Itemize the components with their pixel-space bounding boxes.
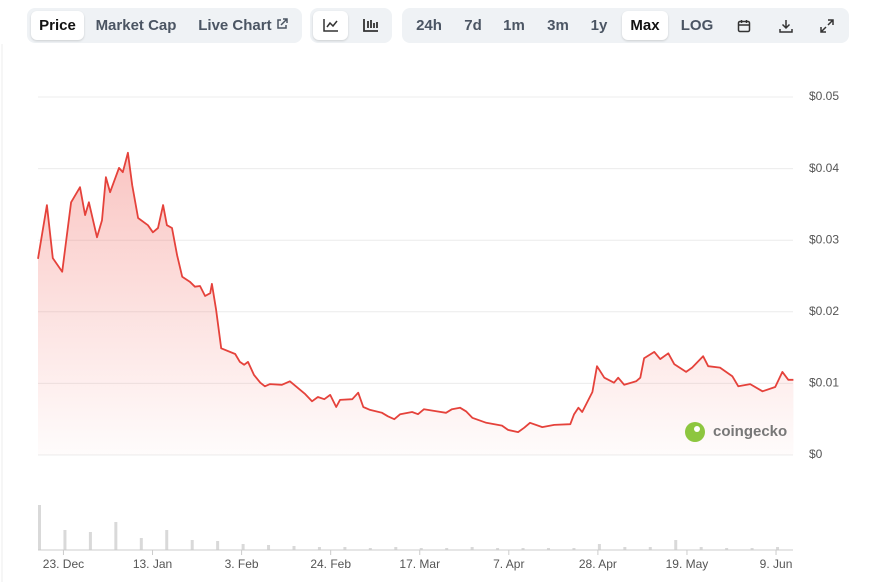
y-tick-label: $0.05 (809, 89, 839, 103)
x-tick-label: 17. Mar (399, 557, 440, 571)
volume-bar (317, 547, 321, 550)
volume-bar (419, 548, 423, 550)
y-tick-label: $0.04 (809, 161, 839, 175)
x-tick-label: 23. Dec (43, 557, 84, 571)
volume-bar (597, 544, 601, 550)
volume-bar (546, 548, 550, 550)
volume-bar (216, 541, 220, 550)
volume-bar (521, 548, 525, 550)
tab-price[interactable]: Price (31, 11, 84, 40)
x-tick-label: 19. May (666, 557, 709, 571)
volume-bar (648, 547, 652, 550)
y-tick-label: $0.01 (809, 376, 839, 390)
x-tick-label: 3. Feb (225, 557, 259, 571)
chart-type (310, 8, 392, 43)
volume-bar (699, 547, 703, 550)
volume-bar (623, 547, 627, 550)
volume-bar (292, 546, 296, 550)
range-button[interactable]: LOG (680, 17, 714, 34)
candle-icon (362, 19, 378, 32)
range-button[interactable]: 3m (547, 17, 569, 34)
range-button[interactable]: 24h (416, 17, 442, 34)
range-tabs: 24h 7d 1m 3m 1y Max LOG (402, 8, 849, 43)
volume-bar (394, 547, 398, 550)
x-tick-label: 28. Apr (579, 557, 617, 571)
line-icon (322, 19, 338, 32)
y-tick-label: $0.03 (809, 232, 839, 246)
expand-button[interactable] (811, 11, 843, 40)
range-button[interactable]: Max (622, 11, 668, 40)
tab-live-chart[interactable]: Live Chart (193, 11, 293, 40)
expand-icon (820, 19, 834, 33)
x-tick-label: 9. Jun (760, 557, 793, 571)
volume-bar (368, 548, 372, 550)
volume-bar (114, 522, 118, 550)
volume-bar (674, 540, 678, 550)
range-button[interactable]: 1m (503, 17, 525, 34)
volume-bar (190, 540, 194, 550)
y-tick-label: $0.02 (809, 304, 839, 318)
volume-bar (63, 530, 67, 550)
tab-live-chart-label: Live Chart (198, 17, 272, 34)
volume-bar (572, 548, 576, 550)
watermark: coingecko (713, 423, 787, 440)
line-chart-button[interactable] (313, 11, 348, 40)
download-icon (779, 20, 793, 33)
volume-bar (139, 538, 143, 550)
candle-chart-button[interactable] (353, 11, 388, 40)
volume-bar (267, 545, 271, 550)
volume-bar (241, 544, 245, 550)
volume-bar (496, 548, 500, 550)
view-tabs: Price Market Cap Live Chart (27, 8, 302, 43)
volume-bar (38, 505, 41, 550)
volume-bar (343, 547, 347, 550)
volume-bar (88, 532, 92, 550)
tab-market-cap[interactable]: Market Cap (95, 17, 177, 34)
range-button[interactable]: 7d (464, 17, 482, 34)
watermark-logo (685, 422, 705, 442)
x-tick-label: 7. Apr (493, 557, 524, 571)
calendar-icon (737, 20, 751, 33)
download-button[interactable] (770, 11, 802, 40)
price-area (38, 152, 794, 456)
price-line (37, 151, 794, 433)
volume-bar (750, 548, 754, 550)
volume-bar (470, 547, 474, 550)
external-icon (277, 18, 288, 29)
volume-bar (165, 530, 169, 550)
watermark-logo-eye (694, 426, 700, 432)
volume-bar (776, 547, 780, 550)
volume-bar (445, 548, 449, 550)
range-button[interactable]: 1y (590, 17, 608, 34)
x-tick-label: 13. Jan (133, 557, 172, 571)
calendar-button[interactable] (728, 11, 760, 40)
x-tick-label: 24. Feb (310, 557, 351, 571)
volume-bar (725, 548, 729, 550)
y-tick-label: $0 (809, 447, 823, 461)
